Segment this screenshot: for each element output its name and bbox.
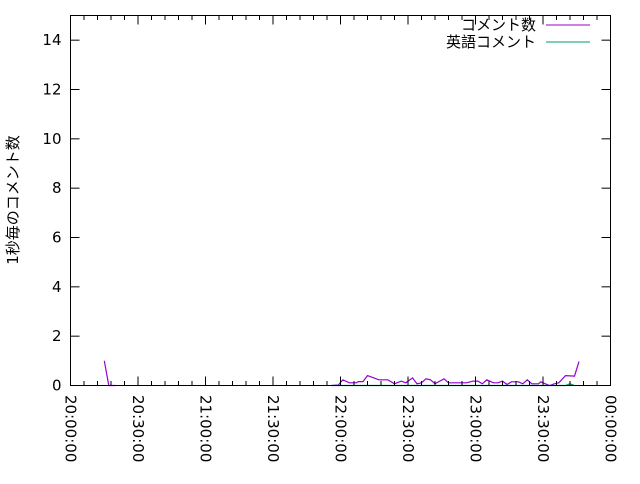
y-axis-label: 1秒毎のコメント数 xyxy=(4,135,22,265)
x-tick-label: 22:30:00 xyxy=(399,395,417,462)
y-tick-label: 12 xyxy=(42,81,61,99)
plot-border xyxy=(70,15,611,386)
x-tick-label: 20:30:00 xyxy=(129,395,147,462)
y-tick-label: 2 xyxy=(52,327,62,345)
series-line-0 xyxy=(331,361,580,387)
axis-ticks: 20:00:00 20:30:00 21:00:00 21:30:00 22:00:00… xyxy=(42,15,620,462)
legend-label-0: コメント数 xyxy=(461,16,536,34)
y-tick-label: 0 xyxy=(52,377,62,395)
y-tick-label: 8 xyxy=(52,179,62,197)
y-tick-label: 10 xyxy=(42,130,61,148)
legend: コメント数 英語コメント xyxy=(446,16,590,51)
x-tick-label: 21:00:00 xyxy=(197,395,215,462)
x-tick-label: 23:00:00 xyxy=(467,395,485,462)
x-tick-label: 21:30:00 xyxy=(264,395,282,462)
x-tick-label: 23:30:00 xyxy=(534,395,552,462)
plot-marks xyxy=(103,360,580,387)
y-tick-label: 4 xyxy=(52,278,62,296)
x-tick-label: 00:00:00 xyxy=(602,395,620,462)
x-tick-label: 22:00:00 xyxy=(332,395,350,462)
y-tick-label: 6 xyxy=(52,229,62,247)
y-tick-label: 14 xyxy=(42,31,61,49)
legend-label-1: 英語コメント xyxy=(446,33,536,51)
series-line-0 xyxy=(103,360,116,387)
x-tick-label: 20:00:00 xyxy=(62,395,80,462)
